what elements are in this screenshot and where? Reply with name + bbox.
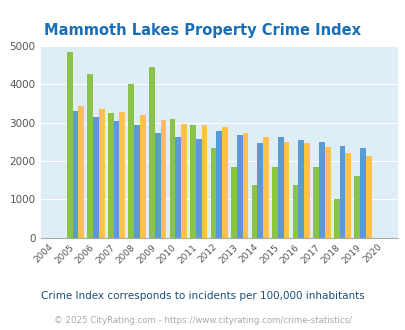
- Bar: [222, 127, 227, 238]
- Bar: [230, 167, 236, 238]
- Bar: [210, 148, 216, 238]
- Bar: [216, 131, 222, 238]
- Bar: [169, 119, 175, 238]
- Bar: [195, 139, 201, 238]
- Bar: [242, 133, 248, 238]
- Bar: [134, 125, 140, 238]
- Bar: [108, 113, 113, 238]
- Bar: [333, 199, 339, 238]
- Bar: [72, 111, 78, 238]
- Bar: [236, 135, 242, 238]
- Bar: [93, 116, 99, 238]
- Bar: [313, 167, 318, 238]
- Bar: [181, 124, 186, 238]
- Bar: [113, 121, 119, 238]
- Bar: [345, 153, 350, 238]
- Bar: [277, 137, 283, 238]
- Bar: [318, 142, 324, 238]
- Bar: [175, 137, 181, 238]
- Bar: [78, 106, 84, 238]
- Bar: [119, 113, 125, 238]
- Bar: [365, 156, 371, 238]
- Bar: [262, 137, 268, 238]
- Bar: [67, 52, 72, 238]
- Bar: [283, 142, 289, 238]
- Bar: [354, 176, 359, 238]
- Bar: [87, 74, 93, 238]
- Bar: [292, 185, 298, 238]
- Bar: [154, 133, 160, 238]
- Bar: [190, 125, 195, 238]
- Bar: [303, 143, 309, 238]
- Bar: [149, 67, 154, 238]
- Bar: [257, 143, 262, 238]
- Bar: [339, 146, 345, 238]
- Bar: [359, 148, 365, 238]
- Text: © 2025 CityRating.com - https://www.cityrating.com/crime-statistics/: © 2025 CityRating.com - https://www.city…: [54, 316, 351, 325]
- Text: Mammoth Lakes Property Crime Index: Mammoth Lakes Property Crime Index: [45, 23, 360, 38]
- Bar: [324, 147, 330, 238]
- Bar: [160, 120, 166, 238]
- Bar: [128, 84, 134, 238]
- Bar: [140, 115, 145, 238]
- Bar: [251, 185, 257, 238]
- Bar: [99, 109, 104, 238]
- Bar: [201, 125, 207, 238]
- Bar: [298, 140, 303, 238]
- Text: Crime Index corresponds to incidents per 100,000 inhabitants: Crime Index corresponds to incidents per…: [41, 291, 364, 301]
- Bar: [271, 167, 277, 238]
